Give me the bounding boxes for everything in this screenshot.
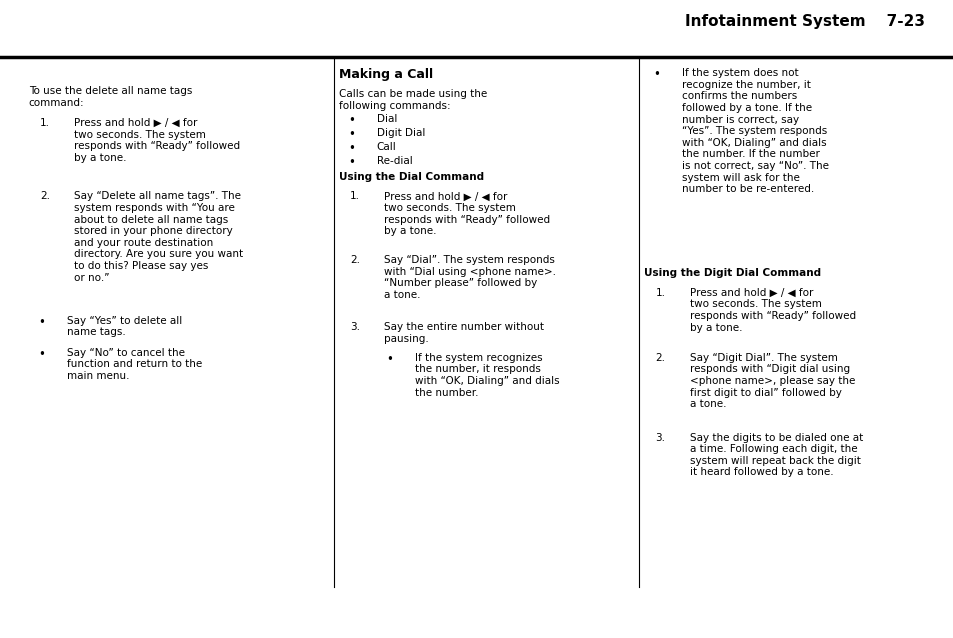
Text: Re-dial: Re-dial (376, 156, 412, 166)
Text: 3.: 3. (655, 433, 664, 443)
Text: Dial: Dial (376, 114, 396, 124)
Text: If the system recognizes
the number, it responds
with “OK, Dialing” and dials
th: If the system recognizes the number, it … (415, 353, 559, 397)
Text: 1.: 1. (40, 118, 50, 128)
Text: Say “Dial”. The system responds
with “Dial using <phone name>.
“Number please” f: Say “Dial”. The system responds with “Di… (384, 255, 556, 300)
Text: Say “Delete all name tags”. The
system responds with “You are
about to delete al: Say “Delete all name tags”. The system r… (74, 191, 243, 283)
Text: Infotainment System    7-23: Infotainment System 7-23 (684, 13, 924, 29)
Text: •: • (653, 68, 659, 81)
Text: Using the Dial Command: Using the Dial Command (338, 172, 483, 182)
Text: •: • (348, 128, 355, 140)
Text: Say “Digit Dial”. The system
responds with “Digit dial using
<phone name>, pleas: Say “Digit Dial”. The system responds wi… (689, 353, 854, 409)
Text: Say “Yes” to delete all
name tags.: Say “Yes” to delete all name tags. (67, 316, 182, 338)
Text: If the system does not
recognize the number, it
confirms the numbers
followed by: If the system does not recognize the num… (681, 68, 828, 194)
Text: 2.: 2. (40, 191, 50, 202)
Text: 1.: 1. (350, 191, 359, 202)
Text: To use the delete all name tags
command:: To use the delete all name tags command: (29, 86, 192, 108)
Text: 2.: 2. (655, 353, 664, 363)
Text: Press and hold ▶ / ◀ for
two seconds. The system
responds with “Ready” followed
: Press and hold ▶ / ◀ for two seconds. Th… (384, 191, 550, 236)
Text: Making a Call: Making a Call (338, 68, 433, 81)
Text: •: • (348, 114, 355, 126)
Text: Say “No” to cancel the
function and return to the
main menu.: Say “No” to cancel the function and retu… (67, 348, 202, 381)
Text: 1.: 1. (655, 288, 664, 298)
Text: Say the entire number without
pausing.: Say the entire number without pausing. (384, 322, 544, 344)
Text: •: • (38, 316, 45, 329)
Text: Say the digits to be dialed one at
a time. Following each digit, the
system will: Say the digits to be dialed one at a tim… (689, 433, 862, 477)
Text: •: • (348, 142, 355, 154)
Text: •: • (348, 156, 355, 168)
Text: •: • (386, 353, 393, 366)
Text: 3.: 3. (350, 322, 359, 332)
Text: Press and hold ▶ / ◀ for
two seconds. The system
responds with “Ready” followed
: Press and hold ▶ / ◀ for two seconds. Th… (74, 118, 240, 163)
Text: Press and hold ▶ / ◀ for
two seconds. The system
responds with “Ready” followed
: Press and hold ▶ / ◀ for two seconds. Th… (689, 288, 855, 332)
Text: Digit Dial: Digit Dial (376, 128, 425, 138)
Text: Call: Call (376, 142, 396, 152)
Text: Calls can be made using the
following commands:: Calls can be made using the following co… (338, 89, 486, 111)
Text: Using the Digit Dial Command: Using the Digit Dial Command (643, 268, 821, 278)
Text: 2.: 2. (350, 255, 359, 265)
Text: •: • (38, 348, 45, 360)
